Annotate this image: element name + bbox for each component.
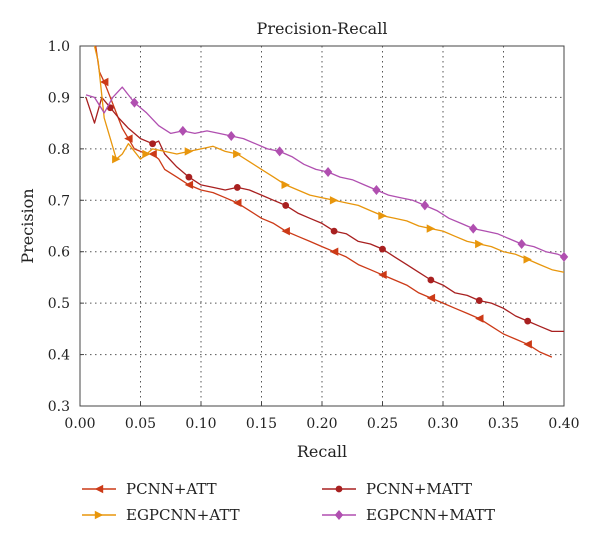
series-line-pcnn-att (95, 45, 553, 358)
data-point-egpcnn-matt (420, 200, 430, 211)
legend-marker (94, 510, 104, 520)
data-point-pcnn-matt (427, 276, 435, 284)
legend-item-pcnn-att: PCNN+ATT (82, 480, 217, 498)
data-point-egpcnn-att (475, 239, 484, 249)
data-point-pcnn-att (100, 77, 109, 87)
data-point-egpcnn-att (112, 154, 121, 164)
y-tick-label: 0.8 (48, 142, 70, 158)
data-point-egpcnn-att (329, 196, 339, 205)
data-point-egpcnn-matt (178, 125, 188, 136)
x-tick-label: 0.10 (185, 416, 216, 432)
data-point-pcnn-matt (233, 184, 241, 191)
data-point-egpcnn-att (233, 149, 242, 159)
data-point-pcnn-matt (379, 245, 386, 253)
data-point-pcnn-att (124, 134, 133, 143)
data-point-pcnn-matt (185, 173, 193, 181)
data-point-pcnn-matt (330, 227, 338, 235)
data-point-pcnn-matt (475, 297, 483, 304)
x-axis-label: Recall (297, 442, 347, 461)
legend-label: EGPCNN+ATT (126, 506, 240, 524)
data-point-egpcnn-matt (517, 239, 526, 249)
data-point-egpcnn-matt (323, 167, 333, 177)
legend-label: EGPCNN+MATT (366, 506, 495, 524)
y-tick-label: 0.7 (48, 193, 70, 209)
data-point-pcnn-att (233, 198, 242, 208)
legend-item-egpcnn-matt: EGPCNN+MATT (322, 506, 495, 524)
legend-label: PCNN+ATT (126, 480, 217, 498)
x-tick-label: 0.00 (64, 416, 95, 432)
legend-marker (334, 510, 344, 520)
data-point-pcnn-att (378, 270, 387, 280)
series-line-egpcnn-matt (85, 86, 565, 258)
series-line-egpcnn-att (93, 45, 565, 273)
data-point-pcnn-matt (149, 140, 157, 148)
x-tick-label: 0.20 (306, 416, 337, 432)
data-point-egpcnn-matt (275, 146, 284, 157)
series-pcnn-matt (85, 96, 564, 333)
x-tick-label: 0.40 (548, 416, 579, 432)
data-point-egpcnn-att (523, 255, 532, 264)
chart-title: Precision-Recall (257, 19, 388, 38)
y-tick-label: 0.3 (48, 399, 70, 415)
data-point-egpcnn-matt (130, 97, 139, 108)
y-tick-label: 0.6 (48, 245, 70, 261)
legend-item-pcnn-matt: PCNN+MATT (322, 480, 472, 498)
data-point-pcnn-att (329, 247, 339, 256)
data-point-egpcnn-att (142, 149, 151, 159)
data-point-egpcnn-matt (469, 223, 478, 234)
data-point-pcnn-att (148, 149, 157, 159)
data-point-pcnn-att (523, 340, 532, 349)
x-tick-label: 0.30 (427, 416, 458, 432)
data-point-egpcnn-att (281, 180, 290, 190)
data-point-pcnn-att (281, 226, 290, 236)
series-pcnn-att (95, 45, 553, 358)
y-tick-label: 0.9 (48, 90, 70, 106)
legend-item-egpcnn-att: EGPCNN+ATT (82, 506, 240, 524)
axis-ticks: 0.00 0.05 0.10 0.15 0.20 0.25 0.30 0.35 0.40 0.3 0… (48, 39, 580, 432)
x-tick-label: 0.35 (488, 416, 519, 432)
data-point-egpcnn-matt (372, 185, 381, 195)
series-line-pcnn-matt (85, 96, 564, 333)
legend-label: PCNN+MATT (366, 480, 472, 498)
data-point-egpcnn-att (426, 224, 436, 233)
y-tick-label: 0.5 (48, 296, 70, 312)
data-point-egpcnn-matt (559, 251, 569, 262)
series-layer (85, 45, 569, 358)
x-tick-label: 0.15 (246, 416, 277, 432)
x-tick-label: 0.25 (367, 416, 398, 432)
series-egpcnn-matt (85, 86, 569, 262)
data-point-pcnn-matt (282, 202, 290, 209)
data-point-egpcnn-att (184, 147, 194, 156)
x-tick-label: 0.05 (125, 416, 156, 432)
y-tick-label: 0.4 (48, 348, 70, 364)
legend-marker (94, 484, 104, 494)
data-point-pcnn-matt (524, 317, 532, 325)
legend-marker (335, 485, 343, 493)
grid-lines (80, 46, 564, 406)
data-point-pcnn-att (184, 180, 194, 190)
data-point-pcnn-att (475, 314, 484, 323)
data-point-pcnn-att (426, 293, 436, 303)
y-tick-label: 1.0 (48, 39, 70, 55)
data-point-egpcnn-att (378, 211, 387, 220)
legend: PCNN+ATT PCNN+MATT EGPCNN+ATT EGPCNN+MATT (82, 480, 495, 524)
data-point-egpcnn-matt (227, 131, 236, 141)
y-axis-label: Precision (18, 188, 37, 263)
series-egpcnn-att (93, 45, 565, 273)
